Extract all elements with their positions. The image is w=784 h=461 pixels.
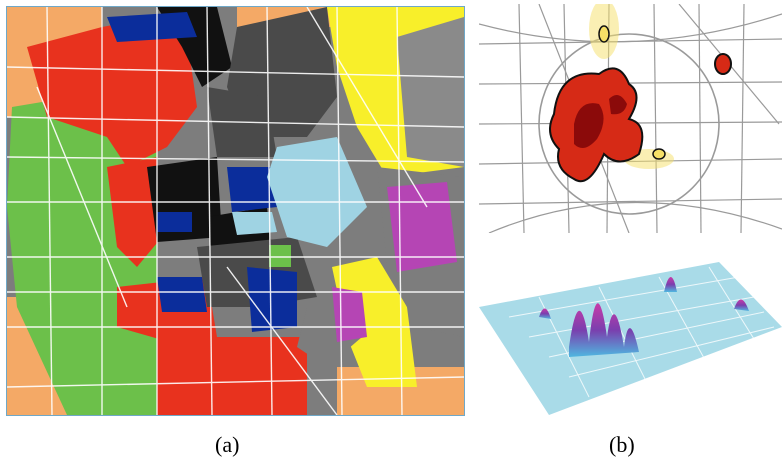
zone-magenta-south bbox=[332, 287, 367, 342]
heat-blobs bbox=[549, 4, 732, 183]
zone-gray-ne bbox=[397, 17, 464, 167]
road-heatmap bbox=[479, 4, 782, 233]
peak-north bbox=[664, 277, 677, 292]
heat-core-main bbox=[574, 103, 604, 148]
zone-navy-north bbox=[107, 12, 197, 42]
zone-green-small bbox=[269, 245, 291, 267]
heatmap-panel bbox=[479, 4, 782, 233]
zone-map bbox=[7, 7, 464, 415]
zone-lightblue-small bbox=[232, 212, 277, 235]
peak-west bbox=[539, 308, 551, 319]
heat-hotspot-ne bbox=[714, 53, 732, 75]
zone-navy-center bbox=[227, 167, 277, 212]
zone-red-north bbox=[27, 17, 197, 167]
road-network bbox=[7, 7, 464, 415]
surface-peaks bbox=[539, 277, 749, 357]
caption-a: (a) bbox=[215, 432, 240, 457]
zone-magenta-east bbox=[387, 182, 457, 272]
heat-hotspot-e bbox=[652, 148, 666, 160]
heat-core-right bbox=[609, 95, 627, 115]
heat-hotspot-n bbox=[598, 25, 610, 43]
zone-navy-south bbox=[247, 267, 297, 332]
zone-red-south bbox=[157, 337, 307, 415]
zone-yellow-se bbox=[332, 257, 417, 387]
zone-lightblue-east bbox=[267, 137, 367, 247]
zone-map-panel bbox=[6, 6, 465, 416]
peak-cluster-main bbox=[569, 303, 639, 357]
density-surface bbox=[479, 237, 782, 417]
caption-b: (b) bbox=[609, 432, 635, 457]
zone-navy-sw bbox=[157, 277, 207, 312]
zone-red-west bbox=[107, 157, 162, 267]
zone-navy-small bbox=[157, 212, 192, 232]
peak-east bbox=[734, 299, 749, 311]
surface-panel bbox=[479, 237, 782, 417]
